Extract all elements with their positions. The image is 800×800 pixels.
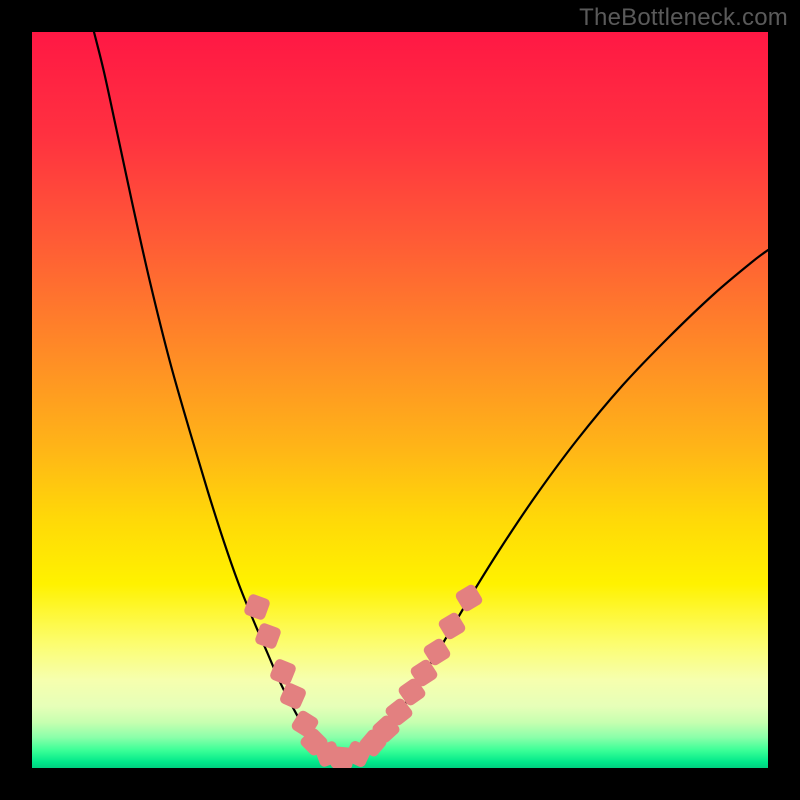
curve-marker bbox=[243, 593, 271, 621]
watermark-text: TheBottleneck.com bbox=[579, 4, 788, 32]
chart-overlay bbox=[32, 32, 768, 768]
curve-marker bbox=[269, 658, 298, 687]
curve-marker bbox=[454, 583, 484, 613]
curve-marker bbox=[437, 611, 467, 641]
curve-marker bbox=[254, 622, 282, 650]
chart-plot-area bbox=[32, 32, 768, 768]
curve-markers bbox=[243, 583, 484, 768]
